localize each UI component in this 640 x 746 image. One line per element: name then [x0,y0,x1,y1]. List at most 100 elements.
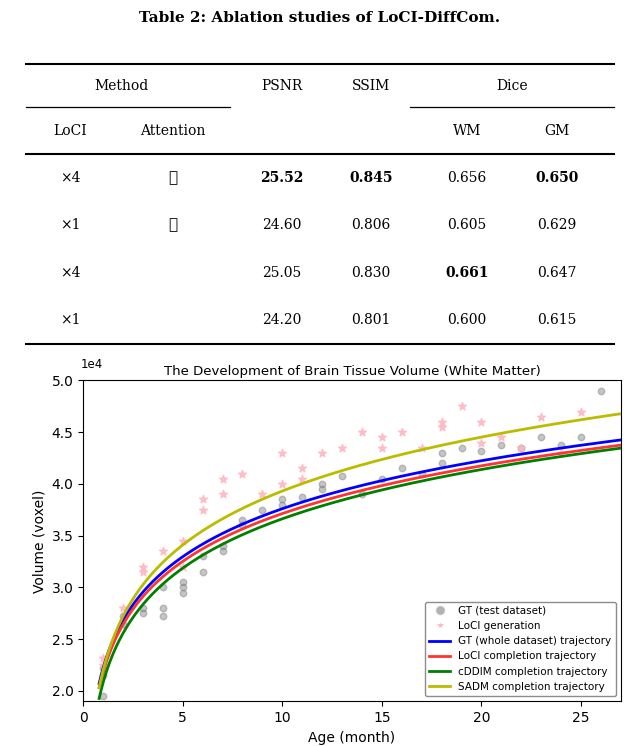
Text: 0.650: 0.650 [535,171,579,185]
Point [476,436,486,448]
Point [357,426,367,438]
Point [198,551,208,562]
Text: 25.05: 25.05 [262,266,301,280]
Point [218,545,228,557]
Point [277,498,287,510]
Point [556,447,566,459]
Point [178,576,188,588]
Point [277,447,287,459]
Point [98,652,108,664]
Point [198,494,208,506]
Point [516,442,526,454]
Text: 0.845: 0.845 [349,171,393,185]
Point [157,581,168,593]
Point [397,426,407,438]
Point [496,431,506,443]
Text: 0.661: 0.661 [445,266,489,280]
Point [257,489,268,501]
Point [536,431,547,443]
Point [297,463,307,474]
Text: 0.605: 0.605 [447,218,487,232]
Point [98,662,108,674]
Point [317,447,327,459]
Text: ×4: ×4 [60,266,81,280]
Point [576,431,586,443]
Text: Dice: Dice [496,79,528,93]
Text: 25.52: 25.52 [260,171,303,185]
Text: ✓: ✓ [168,171,177,185]
Point [397,463,407,474]
Point [436,457,447,469]
Point [237,468,248,480]
Point [277,478,287,490]
Text: 0.600: 0.600 [447,313,487,327]
Point [476,445,486,457]
Point [178,586,188,598]
Text: WM: WM [453,124,481,138]
Y-axis label: Volume (voxel): Volume (voxel) [32,489,46,592]
Text: Method: Method [95,79,148,93]
Point [138,566,148,578]
Point [198,566,208,578]
Point [436,421,447,433]
Point [198,504,208,515]
Text: 0.801: 0.801 [351,313,391,327]
Point [417,468,427,480]
Point [476,416,486,427]
Point [118,610,128,622]
Point [576,406,586,418]
Point [377,473,387,485]
Point [456,442,467,454]
Point [218,489,228,501]
Text: 0.656: 0.656 [447,171,487,185]
Text: 0.615: 0.615 [537,313,577,327]
Text: 0.806: 0.806 [351,218,391,232]
Point [138,607,148,619]
Text: GM: GM [544,124,570,138]
Point [118,602,128,614]
Point [237,519,248,531]
Point [157,602,168,614]
Point [496,439,506,451]
Text: 24.20: 24.20 [262,313,301,327]
Text: ✓: ✓ [168,218,177,232]
Text: 0.647: 0.647 [537,266,577,280]
X-axis label: Age (month): Age (month) [308,730,396,745]
Text: 1e4: 1e4 [81,358,103,371]
Point [337,470,347,482]
Point [297,492,307,504]
Legend: GT (test dataset), LoCI generation, GT (whole dataset) trajectory, LoCI completi: GT (test dataset), LoCI generation, GT (… [425,602,616,696]
Text: LoCI: LoCI [54,124,87,138]
Text: SSIM: SSIM [352,79,390,93]
Point [516,442,526,454]
Point [357,489,367,501]
Point [596,385,606,397]
Point [536,411,547,423]
Text: Table 2: Ablation studies of LoCI-DiffCom.: Table 2: Ablation studies of LoCI-DiffCo… [140,10,500,25]
Text: 0.830: 0.830 [351,266,391,280]
Point [178,561,188,573]
Text: ×1: ×1 [60,313,81,327]
Point [317,483,327,495]
Point [297,473,307,485]
Point [257,504,268,515]
Point [237,514,248,526]
Point [277,494,287,506]
Point [98,659,108,671]
Text: ×1: ×1 [60,218,81,232]
Point [138,602,148,614]
Point [98,690,108,702]
Title: The Development of Brain Tissue Volume (White Matter): The Development of Brain Tissue Volume (… [164,365,540,378]
Point [377,442,387,454]
Text: 24.60: 24.60 [262,218,301,232]
Point [138,561,148,573]
Point [417,442,427,454]
Point [218,473,228,485]
Point [317,478,327,490]
Point [218,540,228,552]
Text: 0.629: 0.629 [537,218,577,232]
Point [157,610,168,622]
Point [118,618,128,630]
Text: ×4: ×4 [60,171,81,185]
Point [556,439,566,451]
